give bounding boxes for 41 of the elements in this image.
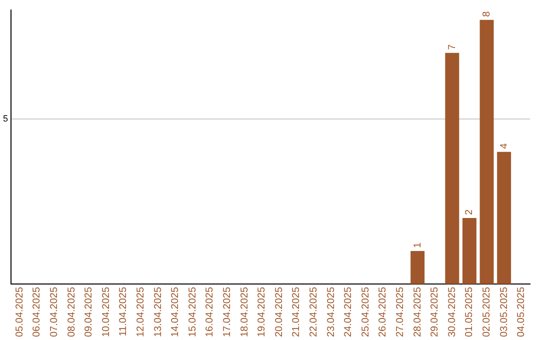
x-tick-label: 28.04.2025 bbox=[412, 286, 424, 338]
bar bbox=[410, 250, 425, 284]
x-tick-label: 17.04.2025 bbox=[222, 286, 234, 338]
x-tick-label: 27.04.2025 bbox=[395, 286, 406, 338]
x-tick-label: 02.05.2025 bbox=[482, 286, 492, 338]
x-tick-label: 15.04.2025 bbox=[187, 286, 198, 338]
x-tick-label: 11.04.2025 bbox=[118, 286, 130, 336]
x-tick-label: 08.04.2025 bbox=[66, 286, 78, 338]
x-tick-label: 21.04.2025 bbox=[291, 286, 302, 338]
x-tick-label: 12.04.2025 bbox=[136, 286, 147, 338]
x-tick-label: 09.04.2025 bbox=[84, 286, 95, 338]
bar bbox=[462, 218, 476, 284]
y-tick-label: 5 bbox=[2, 113, 8, 124]
data-label: 1 bbox=[412, 242, 424, 248]
x-tick-label: 16.04.2025 bbox=[204, 286, 216, 338]
x-tick-label: 22.04.2025 bbox=[308, 286, 320, 338]
x-tick-label: 24.04.2025 bbox=[343, 286, 354, 338]
data-label: 4 bbox=[498, 142, 510, 149]
data-label: 8 bbox=[482, 10, 492, 17]
x-tick-label: 03.05.2025 bbox=[498, 286, 510, 338]
x-tick-label: 10.04.2025 bbox=[100, 286, 112, 338]
x-tick-label: 30.04.2025 bbox=[446, 286, 458, 338]
x-tick-label: 14.04.2025 bbox=[170, 286, 182, 338]
bar bbox=[480, 20, 494, 284]
x-tick-label: 26.04.2025 bbox=[378, 286, 389, 338]
x-tick-label: 01.05.2025 bbox=[464, 286, 476, 338]
data-label: 2 bbox=[464, 208, 476, 215]
x-tick-label: 20.04.2025 bbox=[274, 286, 285, 338]
data-label: 7 bbox=[446, 44, 458, 50]
bar bbox=[445, 52, 460, 284]
x-tick-label: 04.05.2025 bbox=[516, 286, 528, 338]
x-tick-label: 25.04.2025 bbox=[360, 286, 372, 338]
x-tick-label: 29.04.2025 bbox=[430, 286, 441, 338]
x-tick-label: 07.04.2025 bbox=[49, 286, 60, 338]
x-tick-label: 23.04.2025 bbox=[326, 286, 337, 338]
bar bbox=[497, 152, 512, 284]
x-tick-label: 05.04.2025 bbox=[14, 286, 26, 338]
x-tick-label: 18.04.2025 bbox=[239, 286, 250, 338]
x-tick-label: 13.04.2025 bbox=[152, 286, 164, 338]
x-tick-label: 19.04.2025 bbox=[256, 286, 268, 338]
x-tick-label: 06.04.2025 bbox=[32, 286, 43, 338]
